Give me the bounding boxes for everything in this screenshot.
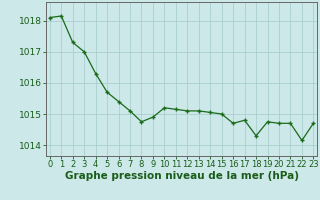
X-axis label: Graphe pression niveau de la mer (hPa): Graphe pression niveau de la mer (hPa) bbox=[65, 171, 299, 181]
